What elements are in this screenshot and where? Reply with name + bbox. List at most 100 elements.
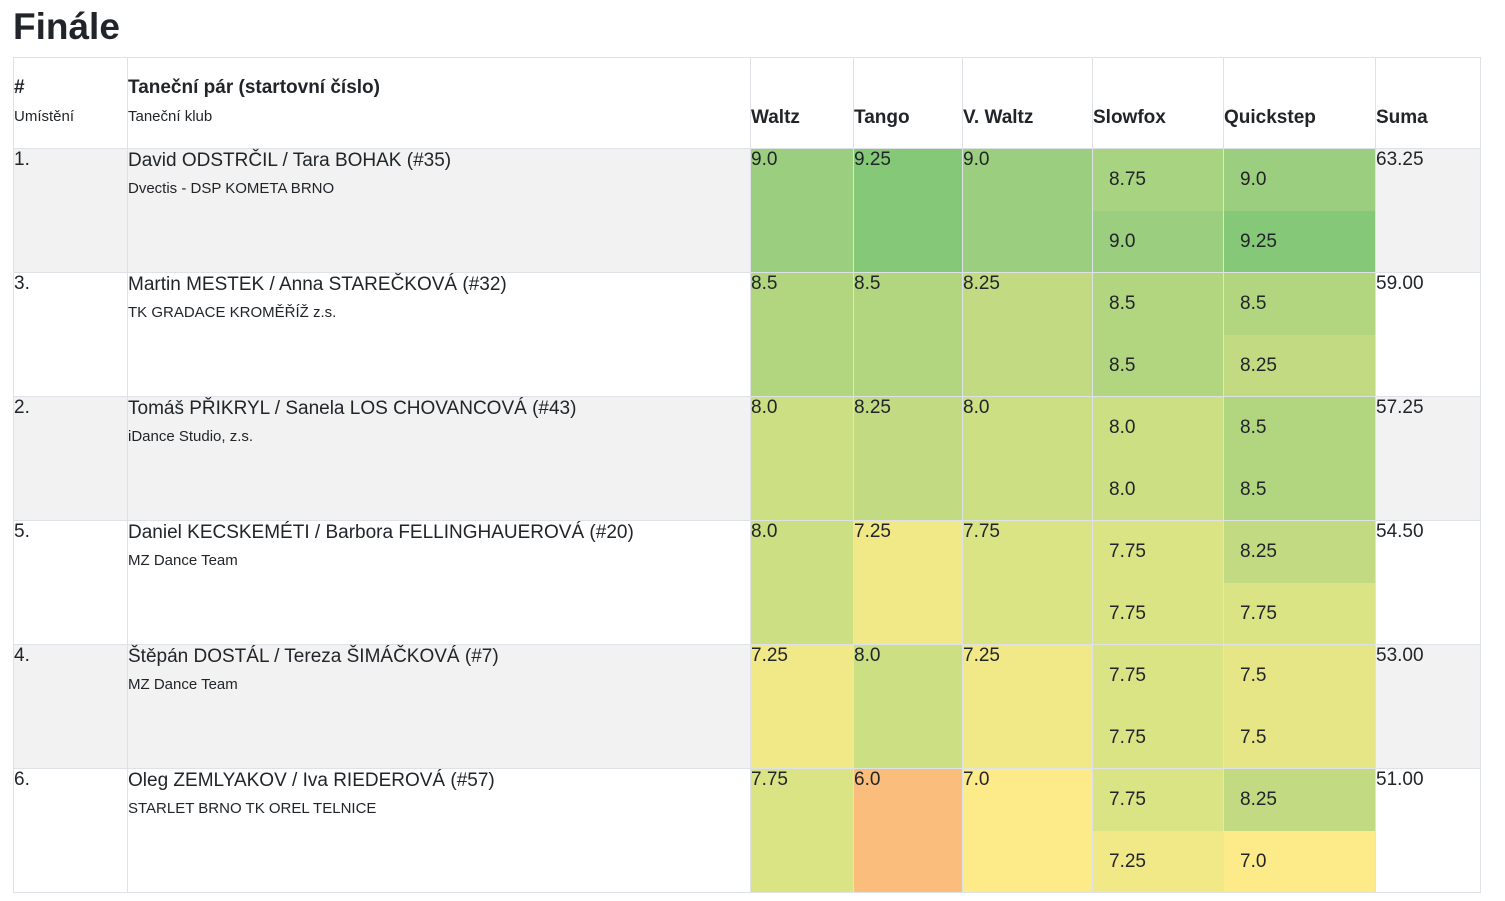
header-row: # Umístění Taneční pár (startovní číslo)… <box>13 57 1481 149</box>
score-quickstep-lower: 8.5 <box>1224 458 1375 520</box>
table-row: 3. Martin MESTEK / Anna STAREČKOVÁ (#32) T… <box>13 272 1481 397</box>
score-cell-v-waltz: 8.25 <box>962 272 1093 397</box>
table-row: 4. Štěpán DOSTÁL / Tereza ŠIMÁČKOVÁ (#7) M… <box>13 644 1481 769</box>
score-cell-quickstep: 9.0 9.25 <box>1223 148 1376 273</box>
score-cell-tango: 7.25 <box>853 520 963 645</box>
pair-name: Martin MESTEK / Anna STAREČKOVÁ (#32) <box>128 274 507 295</box>
dance-header-slowfox: Slowfox <box>1092 57 1224 149</box>
score-slowfox-upper: 8.0 <box>1093 397 1223 459</box>
score-quickstep-lower: 9.25 <box>1224 210 1375 272</box>
score-cell-quickstep: 8.25 7.75 <box>1223 520 1376 645</box>
pair-cell: Martin MESTEK / Anna STAREČKOVÁ (#32) TK … <box>127 272 751 397</box>
score-quickstep-lower: 8.25 <box>1224 334 1375 396</box>
score-cell-waltz: 8.5 <box>750 272 854 397</box>
score-quickstep-upper: 8.25 <box>1224 521 1375 583</box>
score-cell-waltz: 9.0 <box>750 148 854 273</box>
score-quickstep-upper: 8.5 <box>1224 397 1375 459</box>
pair-name: Oleg ZEMLYAKOV / Iva RIEDEROVÁ (#57) <box>128 770 495 791</box>
rank-cell: 6. <box>13 768 128 893</box>
results-table: # Umístění Taneční pár (startovní číslo)… <box>13 57 1481 893</box>
score-slowfox-lower: 8.0 <box>1093 458 1223 520</box>
score-cell-v-waltz: 7.25 <box>962 644 1093 769</box>
score-cell-waltz: 7.25 <box>750 644 854 769</box>
score-cell-tango: 6.0 <box>853 768 963 893</box>
score-quickstep-lower: 7.5 <box>1224 706 1375 768</box>
pair-club: TK GRADACE KROMĚŘÍŽ z.s. <box>128 304 337 321</box>
dance-header-v-waltz: V. Waltz <box>962 57 1093 149</box>
pair-cell: David ODSTRČIL / Tara BOHAK (#35) Dvectis… <box>127 148 751 273</box>
pair-club: STARLET BRNO TK OREL TELNICE <box>128 800 377 817</box>
score-slowfox-lower: 9.0 <box>1093 210 1223 272</box>
table-row: 6. Oleg ZEMLYAKOV / Iva RIEDEROVÁ (#57) ST… <box>13 768 1481 893</box>
table-row: 2. Tomáš PŘIKRYL / Sanela LOS CHOVANCOVÁ … <box>13 396 1481 521</box>
pair-cell: Daniel KECSKEMÉTI / Barbora FELLINGHAUER… <box>127 520 751 645</box>
pair-club: MZ Dance Team <box>128 552 238 569</box>
pair-name: Daniel KECSKEMÉTI / Barbora FELLINGHAUER… <box>128 522 634 543</box>
score-cell-v-waltz: 9.0 <box>962 148 1093 273</box>
pair-header-label: Taneční pár (startovní číslo) <box>128 77 380 98</box>
score-cell-tango: 8.25 <box>853 396 963 521</box>
suma-cell: 59.00 <box>1375 272 1481 397</box>
score-slowfox-lower: 7.25 <box>1093 830 1223 892</box>
page-title: Finále <box>13 6 120 47</box>
pair-name: Štěpán DOSTÁL / Tereza ŠIMÁČKOVÁ (#7) <box>128 646 499 667</box>
score-cell-v-waltz: 7.0 <box>962 768 1093 893</box>
score-cell-tango: 8.5 <box>853 272 963 397</box>
suma-header: Suma <box>1375 57 1481 149</box>
pair-header: Taneční pár (startovní číslo) Taneční kl… <box>127 57 751 149</box>
table-row: 1. David ODSTRČIL / Tara BOHAK (#35) Dvect… <box>13 148 1481 273</box>
score-cell-slowfox: 8.0 8.0 <box>1092 396 1224 521</box>
rank-cell: 2. <box>13 396 128 521</box>
dance-header-waltz: Waltz <box>750 57 854 149</box>
score-cell-waltz: 7.75 <box>750 768 854 893</box>
score-slowfox-lower: 7.75 <box>1093 706 1223 768</box>
score-cell-slowfox: 7.75 7.75 <box>1092 644 1224 769</box>
pair-club: MZ Dance Team <box>128 676 238 693</box>
score-cell-slowfox: 7.75 7.25 <box>1092 768 1224 893</box>
score-cell-tango: 9.25 <box>853 148 963 273</box>
rank-header-label: # <box>14 77 25 98</box>
score-quickstep-upper: 8.5 <box>1224 273 1375 335</box>
dance-header-tango: Tango <box>853 57 963 149</box>
pair-cell: Oleg ZEMLYAKOV / Iva RIEDEROVÁ (#57) STAR… <box>127 768 751 893</box>
rank-header-sublabel: Umístění <box>14 108 75 125</box>
score-cell-waltz: 8.0 <box>750 396 854 521</box>
score-slowfox-upper: 7.75 <box>1093 645 1223 707</box>
suma-cell: 54.50 <box>1375 520 1481 645</box>
score-cell-slowfox: 8.5 8.5 <box>1092 272 1224 397</box>
score-slowfox-upper: 7.75 <box>1093 769 1223 831</box>
rank-cell: 1. <box>13 148 128 273</box>
score-cell-quickstep: 8.25 7.0 <box>1223 768 1376 893</box>
score-slowfox-upper: 8.75 <box>1093 149 1223 211</box>
pair-club: Dvectis - DSP KOMETA BRNO <box>128 180 335 197</box>
pair-cell: Štěpán DOSTÁL / Tereza ŠIMÁČKOVÁ (#7) MZ … <box>127 644 751 769</box>
score-cell-waltz: 8.0 <box>750 520 854 645</box>
suma-cell: 53.00 <box>1375 644 1481 769</box>
rank-cell: 3. <box>13 272 128 397</box>
pair-club: iDance Studio, z.s. <box>128 428 254 445</box>
rank-header: # Umístění <box>13 57 128 149</box>
score-slowfox-lower: 8.5 <box>1093 334 1223 396</box>
score-slowfox-lower: 7.75 <box>1093 582 1223 644</box>
rank-cell: 5. <box>13 520 128 645</box>
suma-cell: 63.25 <box>1375 148 1481 273</box>
score-cell-tango: 8.0 <box>853 644 963 769</box>
score-quickstep-lower: 7.75 <box>1224 582 1375 644</box>
score-slowfox-upper: 8.5 <box>1093 273 1223 335</box>
pair-name: Tomáš PŘIKRYL / Sanela LOS CHOVANCOVÁ (#… <box>128 398 577 419</box>
score-quickstep-upper: 9.0 <box>1224 149 1375 211</box>
suma-cell: 51.00 <box>1375 768 1481 893</box>
table-row: 5. Daniel KECSKEMÉTI / Barbora FELLINGHAU… <box>13 520 1481 645</box>
pair-header-sublabel: Taneční klub <box>128 108 213 125</box>
score-cell-v-waltz: 8.0 <box>962 396 1093 521</box>
score-cell-slowfox: 7.75 7.75 <box>1092 520 1224 645</box>
score-slowfox-upper: 7.75 <box>1093 521 1223 583</box>
rank-cell: 4. <box>13 644 128 769</box>
dance-header-quickstep: Quickstep <box>1223 57 1376 149</box>
suma-cell: 57.25 <box>1375 396 1481 521</box>
score-quickstep-upper: 8.25 <box>1224 769 1375 831</box>
score-cell-quickstep: 7.5 7.5 <box>1223 644 1376 769</box>
score-cell-quickstep: 8.5 8.5 <box>1223 396 1376 521</box>
score-quickstep-upper: 7.5 <box>1224 645 1375 707</box>
pair-name: David ODSTRČIL / Tara BOHAK (#35) <box>128 150 452 171</box>
